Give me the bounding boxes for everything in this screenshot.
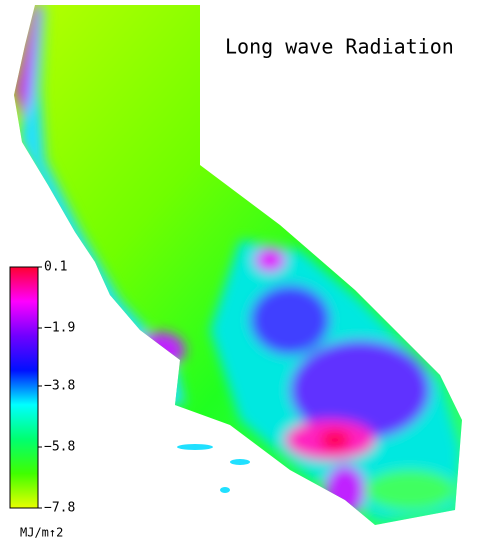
california (14, 5, 462, 525)
colorbar-tick-label: −7.8 (44, 501, 75, 516)
colorbar-tick-label: 0.1 (44, 260, 67, 275)
colorbar: 0.1 −1.9 −3.8 −5.8 −7.8 (9, 260, 75, 516)
colorbar-tick-label: −3.8 (44, 378, 75, 393)
colorbar-tick-label: −5.8 (44, 439, 75, 454)
title: Long wave Radiation (225, 35, 454, 59)
colorbar-gradient (9, 266, 39, 509)
colorbar-unit: MJ/m↑2 (20, 526, 63, 540)
colorbar-tick-label: −1.9 (44, 321, 75, 336)
